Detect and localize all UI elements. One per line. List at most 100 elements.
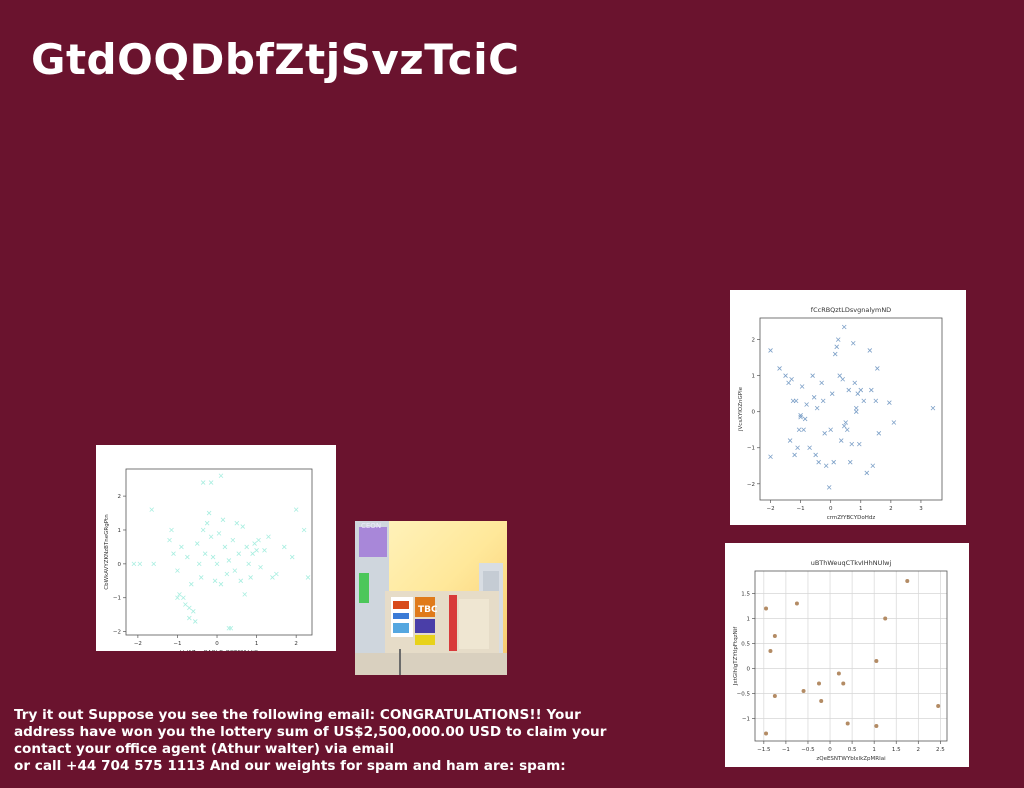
- scatter-chart-2: −2 −1 0 1 2 3 −2 −1 0 1 2 fCcRBQztLDsvgnalymND crmZf…: [738, 306, 943, 521]
- data-point: [212, 578, 218, 584]
- data-point: [849, 441, 855, 447]
- data-point-stroke: [282, 544, 287, 550]
- data-point: [187, 605, 192, 611]
- data-point: [192, 619, 198, 624]
- data-point-stroke: [230, 537, 236, 543]
- data-point: [874, 659, 879, 663]
- scatter-chart-panel-1: −2 −1 0 1 2 −2 −1 0 1 2 kblAZawQAQhBcBGESNVdjO CbWk…: [96, 445, 336, 651]
- data-point: [198, 575, 204, 580]
- data-point-stroke: [789, 376, 794, 382]
- data-point-stroke: [777, 366, 782, 371]
- data-point-stroke: [849, 441, 855, 447]
- city-street-photo: CEON TBC: [355, 521, 507, 675]
- x-tick-label: −1.5: [757, 747, 771, 753]
- data-point-stroke: [194, 541, 200, 546]
- data-point-stroke: [826, 485, 832, 490]
- y-axis-label: JxtGIhlgTZYtlpFtqzNif: [733, 626, 739, 686]
- data-point: [236, 551, 242, 556]
- data-point-stroke: [137, 561, 143, 567]
- data-point-stroke: [783, 373, 788, 378]
- data-point-stroke: [819, 380, 824, 386]
- page-title: GtdOQDbfZtjSvzTciC: [31, 35, 520, 84]
- data-point: [858, 387, 864, 393]
- data-point-stroke: [823, 463, 829, 469]
- data-point: [266, 534, 271, 540]
- data-point: [189, 581, 194, 587]
- data-point: [171, 551, 176, 556]
- data-point: [177, 592, 182, 597]
- data-point: [869, 387, 874, 393]
- data-point-stroke: [305, 575, 311, 580]
- data-point: [238, 578, 244, 584]
- data-point: [181, 595, 186, 601]
- x-tick-label: 2: [889, 506, 893, 512]
- x-axis-label: crmZfYBCYDoHdz: [827, 515, 876, 521]
- city-street-illustration: CEON TBC: [355, 521, 507, 675]
- purple-billboard: [359, 527, 387, 557]
- y-axis-label: jVcsXYIOZnGPle: [738, 386, 744, 432]
- data-point: [936, 704, 941, 708]
- data-point: [214, 561, 220, 567]
- data-point: [874, 724, 879, 728]
- data-point-stroke: [786, 380, 791, 386]
- data-point: [768, 348, 773, 353]
- data-point-stroke: [792, 452, 797, 458]
- data-point-stroke: [841, 423, 847, 429]
- y-tick-label: 2: [752, 338, 756, 344]
- data-point: [856, 441, 862, 447]
- y-tick-label: −2: [747, 482, 755, 488]
- data-point: [210, 554, 216, 560]
- data-point-stroke: [190, 609, 196, 614]
- data-point-stroke: [835, 337, 841, 342]
- y-tick-label: −1: [113, 596, 121, 602]
- data-point: [194, 541, 200, 546]
- data-point-stroke: [801, 427, 806, 433]
- data-point: [820, 398, 826, 404]
- data-point-stroke: [798, 413, 803, 418]
- data-point: [250, 551, 255, 556]
- caption-line: Try it out Suppose you see the following…: [14, 707, 581, 723]
- data-point-stroke: [787, 438, 793, 443]
- data-point-stroke: [254, 548, 259, 553]
- data-point-stroke: [181, 595, 186, 601]
- data-point-stroke: [796, 427, 802, 433]
- x-axis-label: zQeESNTWYbIxlkZpMRIai: [816, 756, 886, 762]
- data-point-stroke: [220, 517, 226, 523]
- data-point: [841, 423, 847, 429]
- x-tick-label: 0: [829, 506, 833, 512]
- data-point-stroke: [202, 551, 208, 556]
- data-point-stroke: [869, 387, 874, 393]
- plot-frame: [125, 468, 313, 636]
- data-point-stroke: [198, 575, 204, 580]
- data-point: [831, 459, 836, 465]
- x-tick-label: 2: [917, 747, 921, 753]
- data-point: [226, 558, 232, 563]
- data-point-stroke: [187, 615, 192, 621]
- data-point-stroke: [804, 402, 809, 407]
- data-point: [905, 579, 910, 583]
- data-point: [240, 524, 246, 529]
- data-point: [282, 544, 287, 550]
- data-point-stroke: [832, 351, 838, 357]
- data-point: [200, 527, 206, 533]
- data-point-stroke: [175, 595, 180, 601]
- data-point: [801, 689, 806, 693]
- y-tick-label: 0: [747, 667, 751, 673]
- x-tick-label: 0: [828, 747, 832, 753]
- data-point: [795, 445, 800, 451]
- data-point-stroke: [177, 592, 182, 597]
- chart-title: fCcRBQztLDsvgnalymND: [811, 306, 891, 314]
- x-tick-label: 2: [294, 641, 298, 647]
- data-point: [873, 398, 879, 404]
- data-point-stroke: [250, 551, 255, 556]
- data-point: [216, 531, 222, 536]
- data-point-stroke: [840, 376, 846, 382]
- data-point: [807, 445, 812, 451]
- data-point-stroke: [891, 420, 897, 425]
- data-point-stroke: [187, 605, 192, 611]
- data-point-stroke: [293, 507, 299, 512]
- data-point: [846, 387, 852, 393]
- data-point: [256, 537, 261, 543]
- scatter-chart-panel-3: −1.5 −1 −0.5 0 0.5 1 1.5 2 2.5 −1 −0.5 0 0.5 1 1.5 uBTh…: [725, 543, 969, 767]
- data-point-stroke: [831, 459, 836, 465]
